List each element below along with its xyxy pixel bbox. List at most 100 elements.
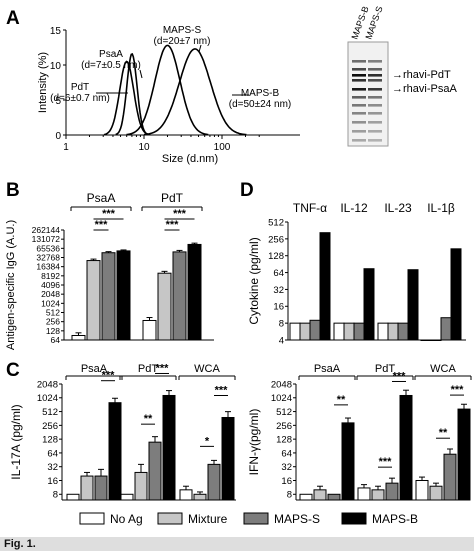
y-tick-label: 8 bbox=[53, 490, 58, 501]
bar bbox=[94, 475, 108, 501]
gel-band bbox=[352, 88, 366, 91]
bar bbox=[341, 422, 355, 501]
bar bbox=[353, 322, 365, 341]
y-tick-label: 16 bbox=[47, 476, 58, 487]
bar bbox=[142, 319, 157, 341]
bar bbox=[80, 475, 94, 501]
y-tick-label: 8 bbox=[287, 490, 292, 501]
y-tick-label: 128 bbox=[42, 435, 58, 446]
bar bbox=[157, 272, 172, 341]
group-label: IL-12 bbox=[340, 201, 368, 215]
bar bbox=[71, 334, 86, 341]
y-tick-label: 131072 bbox=[32, 234, 61, 244]
bar bbox=[116, 250, 131, 341]
y-tick-label: 32768 bbox=[36, 253, 60, 263]
y-axis-label: Antigen-specific IgG (A.U.) bbox=[5, 220, 17, 350]
y-tick-label: 64 bbox=[51, 335, 61, 345]
bar bbox=[319, 232, 331, 341]
panel-labels: A B C D bbox=[6, 8, 254, 381]
y-axis-label: Cytokine (pg/ml) bbox=[247, 237, 261, 324]
bar bbox=[371, 489, 385, 501]
bar bbox=[385, 482, 399, 501]
bar bbox=[327, 493, 341, 501]
legend-swatch bbox=[79, 512, 105, 525]
group-label: PdT bbox=[375, 363, 395, 375]
series-annotation: (d=20±7 nm) bbox=[154, 36, 211, 47]
bar bbox=[299, 322, 311, 341]
bar bbox=[333, 322, 345, 341]
series-curve-psaa bbox=[115, 52, 149, 136]
bar bbox=[66, 493, 80, 501]
panel-label-d: D bbox=[240, 180, 254, 201]
gel-band-label: →rhavi-PdT bbox=[392, 69, 451, 81]
y-tick-label: 2048 bbox=[37, 379, 58, 390]
y-tick-label: 64 bbox=[47, 448, 58, 459]
bar bbox=[450, 248, 462, 341]
y-axis-label: Intensity (%) bbox=[37, 52, 49, 113]
y-tick-label: 256 bbox=[42, 421, 58, 432]
group-label: TNF-α bbox=[293, 201, 327, 215]
bar bbox=[313, 489, 327, 501]
series-annotation: (d=7±0.5 nm) bbox=[81, 60, 141, 71]
series-label: MAPS-S bbox=[163, 25, 202, 36]
legend-swatch bbox=[341, 512, 367, 525]
y-tick-label: 8 bbox=[279, 319, 284, 330]
bar bbox=[430, 339, 442, 341]
legend-swatch bbox=[157, 512, 183, 525]
bar bbox=[162, 394, 176, 501]
bar bbox=[407, 269, 419, 341]
bar bbox=[179, 489, 193, 501]
panel-c-ifng-chart: 8 16 32 64 128 256 512 1024 2048 IFN-γ(pg/ml) PsaA… bbox=[247, 363, 472, 501]
group-label: IL-23 bbox=[384, 201, 412, 215]
y-tick-label: 1024 bbox=[37, 393, 58, 404]
series-annotation: (d=6±0.7 nm) bbox=[50, 93, 110, 104]
bar bbox=[193, 493, 207, 501]
y-tick-label: 128 bbox=[268, 251, 284, 262]
significance-marker: * bbox=[205, 435, 210, 447]
y-tick-label: 4096 bbox=[41, 280, 60, 290]
bar bbox=[377, 322, 389, 341]
bar bbox=[443, 453, 457, 501]
significance-marker: *** bbox=[451, 384, 465, 396]
gel-band bbox=[368, 139, 382, 142]
y-tick-label: 4 bbox=[279, 335, 284, 346]
bar bbox=[86, 260, 101, 341]
gel-band-label: →rhavi-PsaA bbox=[392, 83, 457, 95]
gel-band bbox=[368, 74, 382, 77]
gel-band bbox=[368, 79, 382, 82]
y-tick-label: 256 bbox=[268, 234, 284, 245]
gel-band bbox=[352, 139, 366, 142]
y-tick-label: 15 bbox=[50, 26, 62, 37]
bar bbox=[429, 485, 443, 501]
bar bbox=[221, 416, 235, 501]
group-label: WCA bbox=[430, 363, 456, 375]
panel-d-cytokine-chart: 4 8 16 32 64 128 256 512 Cytokine (pg/ml) TNF-α IL… bbox=[247, 201, 466, 346]
gel-band bbox=[368, 68, 382, 71]
bar bbox=[207, 463, 221, 501]
panel-label-c: C bbox=[6, 360, 20, 381]
y-tick-label: 1024 bbox=[41, 298, 60, 308]
y-tick-label: 32 bbox=[273, 285, 284, 296]
bar bbox=[309, 319, 321, 341]
y-tick-label: 64 bbox=[281, 448, 292, 459]
legend-label: No Ag bbox=[110, 512, 143, 526]
bar bbox=[101, 252, 116, 341]
significance-marker: *** bbox=[173, 208, 187, 220]
gel-band bbox=[368, 112, 382, 115]
group-label: IL-1β bbox=[427, 201, 455, 215]
bar bbox=[289, 322, 301, 341]
series-label: PdT bbox=[71, 82, 89, 93]
y-tick-label: 256 bbox=[46, 317, 60, 327]
y-tick-label: 32 bbox=[47, 462, 58, 473]
y-tick-label: 262144 bbox=[32, 225, 61, 235]
series-label: PsaA bbox=[99, 49, 123, 60]
group-label: PdT bbox=[138, 363, 158, 375]
significance-marker: *** bbox=[166, 219, 180, 231]
y-tick-label: 2048 bbox=[41, 289, 60, 299]
bar bbox=[357, 487, 371, 501]
legend-swatch bbox=[243, 512, 269, 525]
bar bbox=[120, 493, 134, 501]
